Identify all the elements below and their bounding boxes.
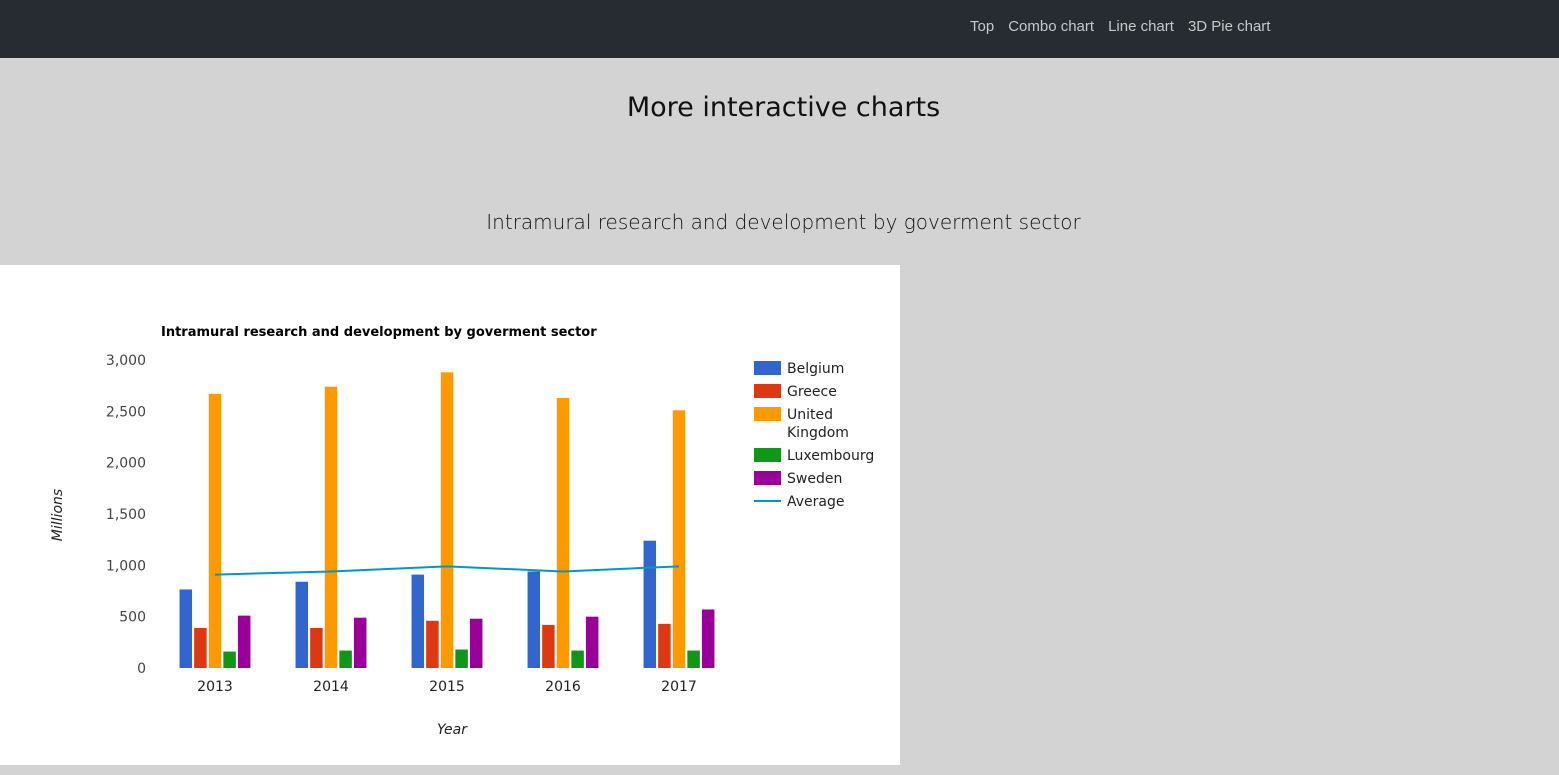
bar-united-kingdom[interactable]	[556, 397, 570, 668]
y-tick-label: 2,500	[106, 404, 146, 420]
nav-link-3d-pie-chart[interactable]: 3D Pie chart	[1187, 18, 1271, 35]
bar-united-kingdom[interactable]	[324, 386, 338, 668]
legend-swatch	[754, 361, 781, 375]
navbar: Top Combo chart Line chart 3D Pie chart	[0, 0, 1559, 58]
bar-sweden[interactable]	[469, 618, 483, 668]
bar-greece[interactable]	[658, 623, 671, 668]
x-tick-label: 2016	[545, 679, 581, 695]
legend-label: Sweden	[787, 471, 842, 487]
bar-belgium[interactable]	[643, 540, 657, 668]
bar-sweden[interactable]	[353, 617, 367, 668]
chart-title: Intramural research and development by g…	[161, 325, 597, 340]
legend-label: Kingdom	[787, 425, 849, 441]
nav-link-combo-chart[interactable]: Combo chart	[1008, 18, 1095, 35]
bar-luxembourg[interactable]	[455, 649, 468, 668]
bar-greece[interactable]	[310, 627, 323, 668]
x-axis-title: Year	[437, 722, 468, 738]
legend-label: Average	[787, 494, 845, 510]
average-line-group	[214, 565, 680, 576]
section-title: Intramural research and development by g…	[486, 210, 1081, 234]
bar-sweden[interactable]	[701, 609, 715, 668]
y-tick-label: 2,000	[106, 456, 146, 472]
bar-united-kingdom[interactable]	[208, 393, 222, 668]
y-axis-title: Millions	[50, 489, 66, 541]
legend-swatch	[754, 471, 781, 485]
nav-link-top[interactable]: Top	[970, 18, 995, 35]
x-tick-label: 2015	[429, 679, 465, 695]
bar-greece[interactable]	[194, 627, 207, 668]
x-axis: 2013 2014 2015 2016 2017	[197, 679, 697, 695]
nav-link-line-chart[interactable]: Line chart	[1108, 18, 1174, 35]
page-title: More interactive charts	[626, 92, 941, 123]
y-axis: 0 500 1,000 1,500 2,000 2,500 3,000	[106, 353, 146, 677]
bar-belgium[interactable]	[295, 581, 309, 668]
bar-luxembourg[interactable]	[223, 651, 236, 668]
legend-swatch	[754, 448, 781, 462]
bar-luxembourg[interactable]	[687, 650, 700, 668]
x-tick-label: 2017	[661, 679, 697, 695]
y-tick-label: 1,500	[106, 507, 146, 523]
bar-belgium[interactable]	[527, 571, 541, 668]
bar-luxembourg[interactable]	[339, 650, 352, 668]
bar-belgium[interactable]	[179, 589, 193, 668]
bar-greece[interactable]	[542, 624, 555, 668]
bar-luxembourg[interactable]	[571, 650, 584, 668]
bars	[179, 372, 715, 668]
legend-label: Belgium	[787, 361, 844, 377]
average-line[interactable]	[214, 565, 680, 576]
y-tick-label: 0	[137, 661, 146, 677]
bar-belgium[interactable]	[411, 574, 425, 668]
y-tick-label: 1,000	[106, 558, 146, 574]
combo-chart[interactable]: Intramural research and development by g…	[0, 265, 900, 765]
nav-links: Top Combo chart Line chart 3D Pie chart	[970, 18, 1270, 35]
legend-label: Greece	[787, 384, 837, 400]
bar-united-kingdom[interactable]	[440, 372, 454, 668]
chart-card: Intramural research and development by g…	[0, 265, 900, 765]
y-tick-label: 3,000	[106, 353, 146, 369]
legend: Belgium Greece United Kingdom Luxembourg Swed…	[754, 361, 874, 510]
y-tick-label: 500	[119, 610, 146, 626]
legend-label: Luxembourg	[787, 448, 874, 464]
bar-greece[interactable]	[426, 620, 439, 668]
bar-united-kingdom[interactable]	[672, 410, 686, 668]
legend-swatch	[754, 407, 781, 421]
x-tick-label: 2014	[313, 679, 349, 695]
x-tick-label: 2013	[197, 679, 233, 695]
legend-swatch	[754, 384, 781, 398]
legend-label: United	[787, 407, 833, 423]
bar-sweden[interactable]	[585, 616, 599, 668]
bar-sweden[interactable]	[237, 615, 251, 668]
